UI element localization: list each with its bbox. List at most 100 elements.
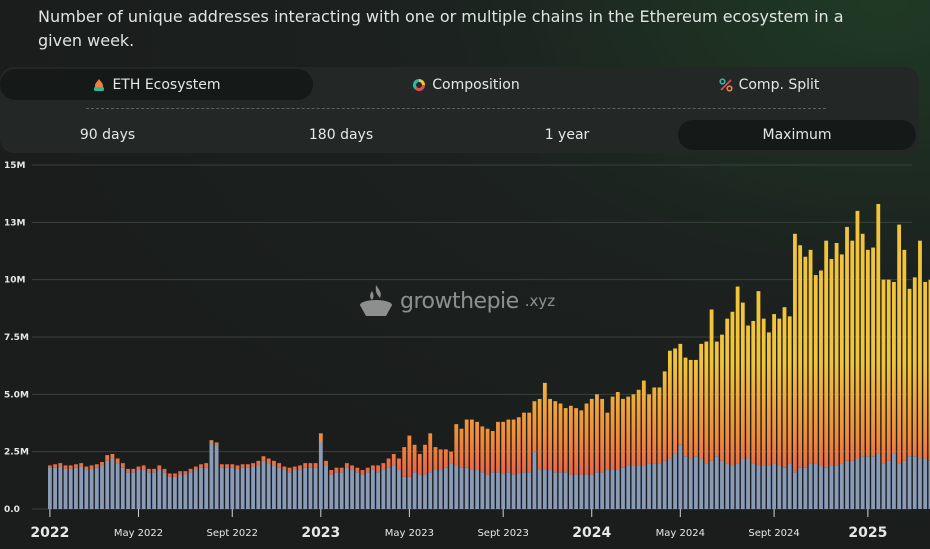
bars [48, 203, 930, 509]
bar-base [673, 453, 677, 509]
bar-other-chains [584, 403, 589, 475]
bar-base [902, 460, 907, 509]
range-maximum[interactable]: Maximum [678, 120, 916, 150]
bar-other-chains [303, 463, 308, 468]
bar-base [292, 470, 297, 509]
bar-base [709, 460, 714, 509]
bar-other-chains [277, 463, 282, 468]
bar-base [277, 467, 282, 509]
bar-other-chains [569, 405, 573, 475]
bar-base [360, 474, 365, 509]
bar-base [318, 442, 323, 509]
bar-other-chains [527, 412, 532, 473]
bar-other-chains [537, 398, 542, 471]
bar-base [563, 472, 568, 509]
bar-other-chains [459, 428, 464, 468]
bar-base [652, 463, 657, 509]
bar-other-chains [886, 279, 891, 461]
bar-base [371, 470, 375, 509]
x-tick-label: May 2024 [656, 528, 705, 539]
bar-other-chains [511, 419, 516, 475]
bar-base [126, 472, 130, 509]
bar-other-chains [53, 464, 58, 468]
bar-other-chains [344, 463, 349, 468]
bar-base [892, 453, 896, 509]
bar-other-chains [470, 419, 474, 471]
bar-other-chains [68, 465, 73, 469]
bar-other-chains [490, 431, 495, 473]
bar-other-chains [433, 447, 438, 471]
bar-other-chains [308, 463, 313, 468]
bar-base [397, 470, 401, 509]
bar-base [313, 467, 318, 509]
bar-other-chains [548, 398, 552, 471]
tab-composition[interactable]: Composition [313, 69, 619, 100]
bar-base [542, 470, 547, 509]
bar-base [183, 474, 188, 509]
bar-base [136, 470, 141, 509]
bar-other-chains [173, 473, 177, 477]
bar-other-chains [892, 281, 896, 454]
bar-other-chains [605, 412, 610, 471]
bar-base [256, 465, 261, 509]
bar-other-chains [162, 468, 167, 473]
bar-other-chains [845, 226, 849, 461]
bar-other-chains [167, 473, 172, 477]
bar-other-chains [907, 288, 912, 457]
bar-base [454, 465, 459, 509]
bar-other-chains [667, 350, 672, 459]
bar-other-chains [251, 463, 255, 467]
bar-base [678, 444, 683, 509]
bar-base [162, 472, 167, 509]
bar-base [881, 463, 886, 509]
range-90-days[interactable]: 90 days [79, 127, 136, 143]
watermark-suffix: .xyz [524, 292, 556, 310]
bar-other-chains [329, 470, 334, 475]
bar-base [766, 465, 771, 509]
bar-base [511, 474, 516, 509]
bar-other-chains [428, 433, 433, 473]
bar-base [605, 470, 610, 509]
tab-eth-ecosystem[interactable]: ETH Ecosystem [0, 69, 313, 100]
bar-base [584, 474, 589, 509]
bar-other-chains [397, 458, 401, 471]
x-tick-label: 2023 [301, 525, 340, 541]
bar-other-chains [688, 359, 693, 459]
bar-base [787, 463, 792, 509]
bar-other-chains [725, 318, 730, 464]
bar-other-chains [381, 463, 386, 471]
bar-base [615, 470, 620, 509]
bar-base [850, 460, 855, 509]
bar-other-chains [735, 286, 740, 464]
tab-comp-split[interactable]: Comp. Split [619, 69, 919, 100]
bar-base [120, 467, 125, 509]
bar-base [470, 470, 474, 509]
bar-base [725, 463, 730, 509]
bar-base [324, 465, 328, 509]
x-tick-label: May 2022 [114, 528, 163, 539]
bar-other-chains [407, 435, 412, 477]
bar-base [662, 460, 667, 509]
bar-base [115, 463, 120, 509]
bar-other-chains [443, 449, 448, 468]
bar-other-chains [298, 465, 302, 471]
bar-base [522, 472, 526, 509]
range-1-year[interactable]: 1 year [544, 127, 590, 143]
y-axis: 0.0 2.5M 5.0M 7.5M 10M 13M 15M [4, 161, 29, 515]
bar-base [350, 470, 354, 509]
bar-base [68, 468, 73, 509]
bar-other-chains [110, 453, 115, 459]
bar-base [923, 458, 928, 509]
bar-base [235, 468, 240, 509]
bar-other-chains [245, 464, 250, 468]
divider [86, 108, 826, 109]
bar-other-chains [808, 249, 813, 464]
range-180-days[interactable]: 180 days [308, 127, 374, 143]
bar-base [704, 463, 709, 509]
bar-base [240, 467, 245, 509]
bar-base [428, 472, 433, 509]
bar-other-chains [438, 449, 443, 471]
bar-base [845, 460, 849, 509]
bar-base [146, 472, 151, 509]
bar-other-chains [542, 382, 547, 471]
